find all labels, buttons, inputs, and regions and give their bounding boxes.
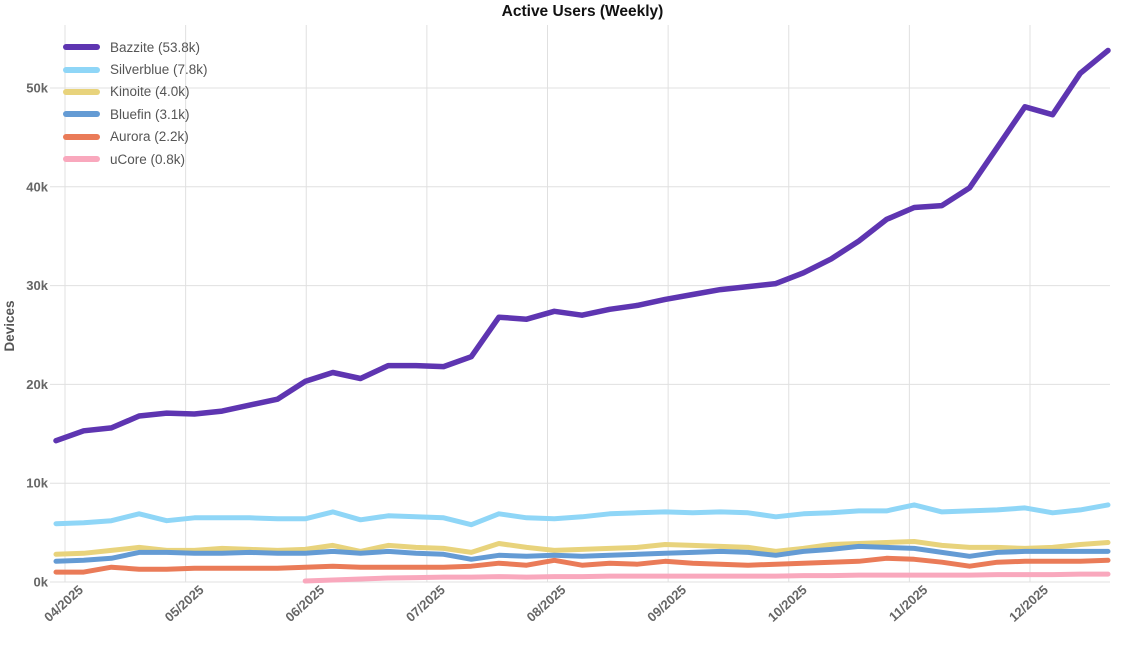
- legend-label: Kinoite (4.0k): [110, 84, 190, 100]
- legend-swatch-bluefin: [63, 111, 100, 118]
- series-line-aurora: [53, 555, 1111, 575]
- legend-label: Silverblue (7.8k): [110, 62, 208, 78]
- legend-swatch-bazzite: [63, 44, 100, 51]
- legend-item-bluefin[interactable]: Bluefin (3.1k): [63, 103, 208, 125]
- y-axis-title: Devices: [2, 300, 17, 352]
- series-line-bluefin: [53, 543, 1111, 564]
- legend-swatch-aurora: [63, 133, 100, 140]
- y-tick-label: 30k: [26, 278, 48, 293]
- series-line-kinoite: [53, 539, 1111, 557]
- chart-title: Active Users (Weekly): [501, 3, 664, 20]
- x-tick-label: 12/2025: [1006, 582, 1051, 625]
- series-line-ucore: [302, 571, 1111, 584]
- legend-item-silverblue[interactable]: Silverblue (7.8k): [63, 58, 208, 80]
- y-tick-label: 0k: [34, 575, 49, 590]
- legend-item-kinoite[interactable]: Kinoite (4.0k): [63, 81, 208, 103]
- x-tick-label: 11/2025: [886, 582, 930, 624]
- y-tick-label: 40k: [26, 179, 48, 194]
- legend-label: Bluefin (3.1k): [110, 106, 190, 122]
- x-tick-label: 10/2025: [765, 582, 810, 625]
- y-tick-label: 50k: [26, 81, 48, 96]
- legend-swatch-kinoite: [63, 88, 100, 95]
- x-tick-label: 09/2025: [644, 582, 689, 625]
- x-tick-label: 07/2025: [403, 582, 448, 625]
- series-line-silverblue: [53, 502, 1111, 528]
- y-tick-label: 20k: [26, 377, 48, 392]
- y-tick-label: 10k: [26, 476, 48, 491]
- legend-item-bazzite[interactable]: Bazzite (53.8k): [63, 36, 208, 58]
- legend-swatch-ucore: [63, 156, 100, 163]
- legend-label: Bazzite (53.8k): [110, 39, 201, 55]
- chart-legend: Bazzite (53.8k) Silverblue (7.8k) Kinoite …: [63, 36, 208, 170]
- legend-swatch-silverblue: [63, 66, 100, 73]
- legend-label: uCore (0.8k): [110, 151, 186, 167]
- legend-label: Aurora (2.2k): [110, 129, 189, 145]
- x-tick-label: 06/2025: [282, 582, 327, 625]
- series-line-bazzite: [53, 47, 1111, 444]
- x-tick-label: 05/2025: [162, 582, 207, 625]
- x-tick-label: 08/2025: [524, 582, 569, 625]
- legend-item-ucore[interactable]: uCore (0.8k): [63, 148, 208, 170]
- legend-item-aurora[interactable]: Aurora (2.2k): [63, 126, 208, 148]
